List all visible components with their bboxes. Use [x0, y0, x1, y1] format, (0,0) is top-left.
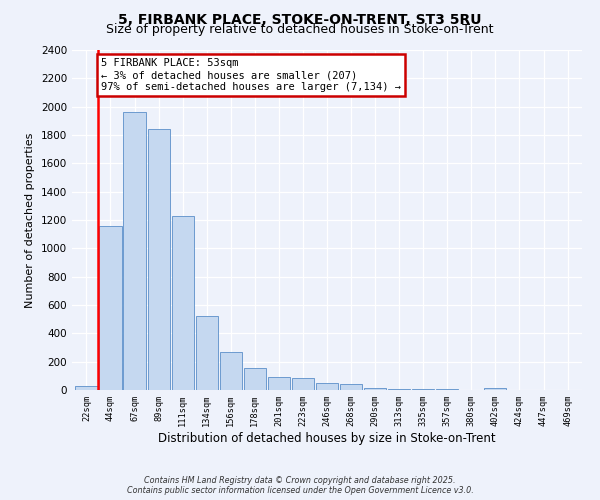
Y-axis label: Number of detached properties: Number of detached properties	[25, 132, 35, 308]
Bar	[196, 316, 218, 390]
Bar	[148, 130, 170, 390]
Bar	[412, 389, 434, 390]
Text: Contains HM Land Registry data © Crown copyright and database right 2025.
Contai: Contains HM Land Registry data © Crown c…	[127, 476, 473, 495]
Bar	[76, 386, 98, 390]
Bar	[220, 352, 242, 390]
Text: Size of property relative to detached houses in Stoke-on-Trent: Size of property relative to detached ho…	[106, 22, 494, 36]
Bar	[316, 383, 338, 390]
Bar	[100, 226, 122, 390]
Text: 5, FIRBANK PLACE, STOKE-ON-TRENT, ST3 5RU: 5, FIRBANK PLACE, STOKE-ON-TRENT, ST3 5R…	[118, 12, 482, 26]
Bar	[292, 378, 314, 390]
X-axis label: Distribution of detached houses by size in Stoke-on-Trent: Distribution of detached houses by size …	[158, 432, 496, 445]
Bar	[124, 112, 146, 390]
Bar	[340, 384, 362, 390]
Bar	[244, 368, 266, 390]
Bar	[364, 388, 386, 390]
Bar	[484, 388, 506, 390]
Bar	[172, 216, 194, 390]
Text: 5 FIRBANK PLACE: 53sqm
← 3% of detached houses are smaller (207)
97% of semi-det: 5 FIRBANK PLACE: 53sqm ← 3% of detached …	[101, 58, 401, 92]
Bar	[388, 388, 410, 390]
Bar	[268, 378, 290, 390]
